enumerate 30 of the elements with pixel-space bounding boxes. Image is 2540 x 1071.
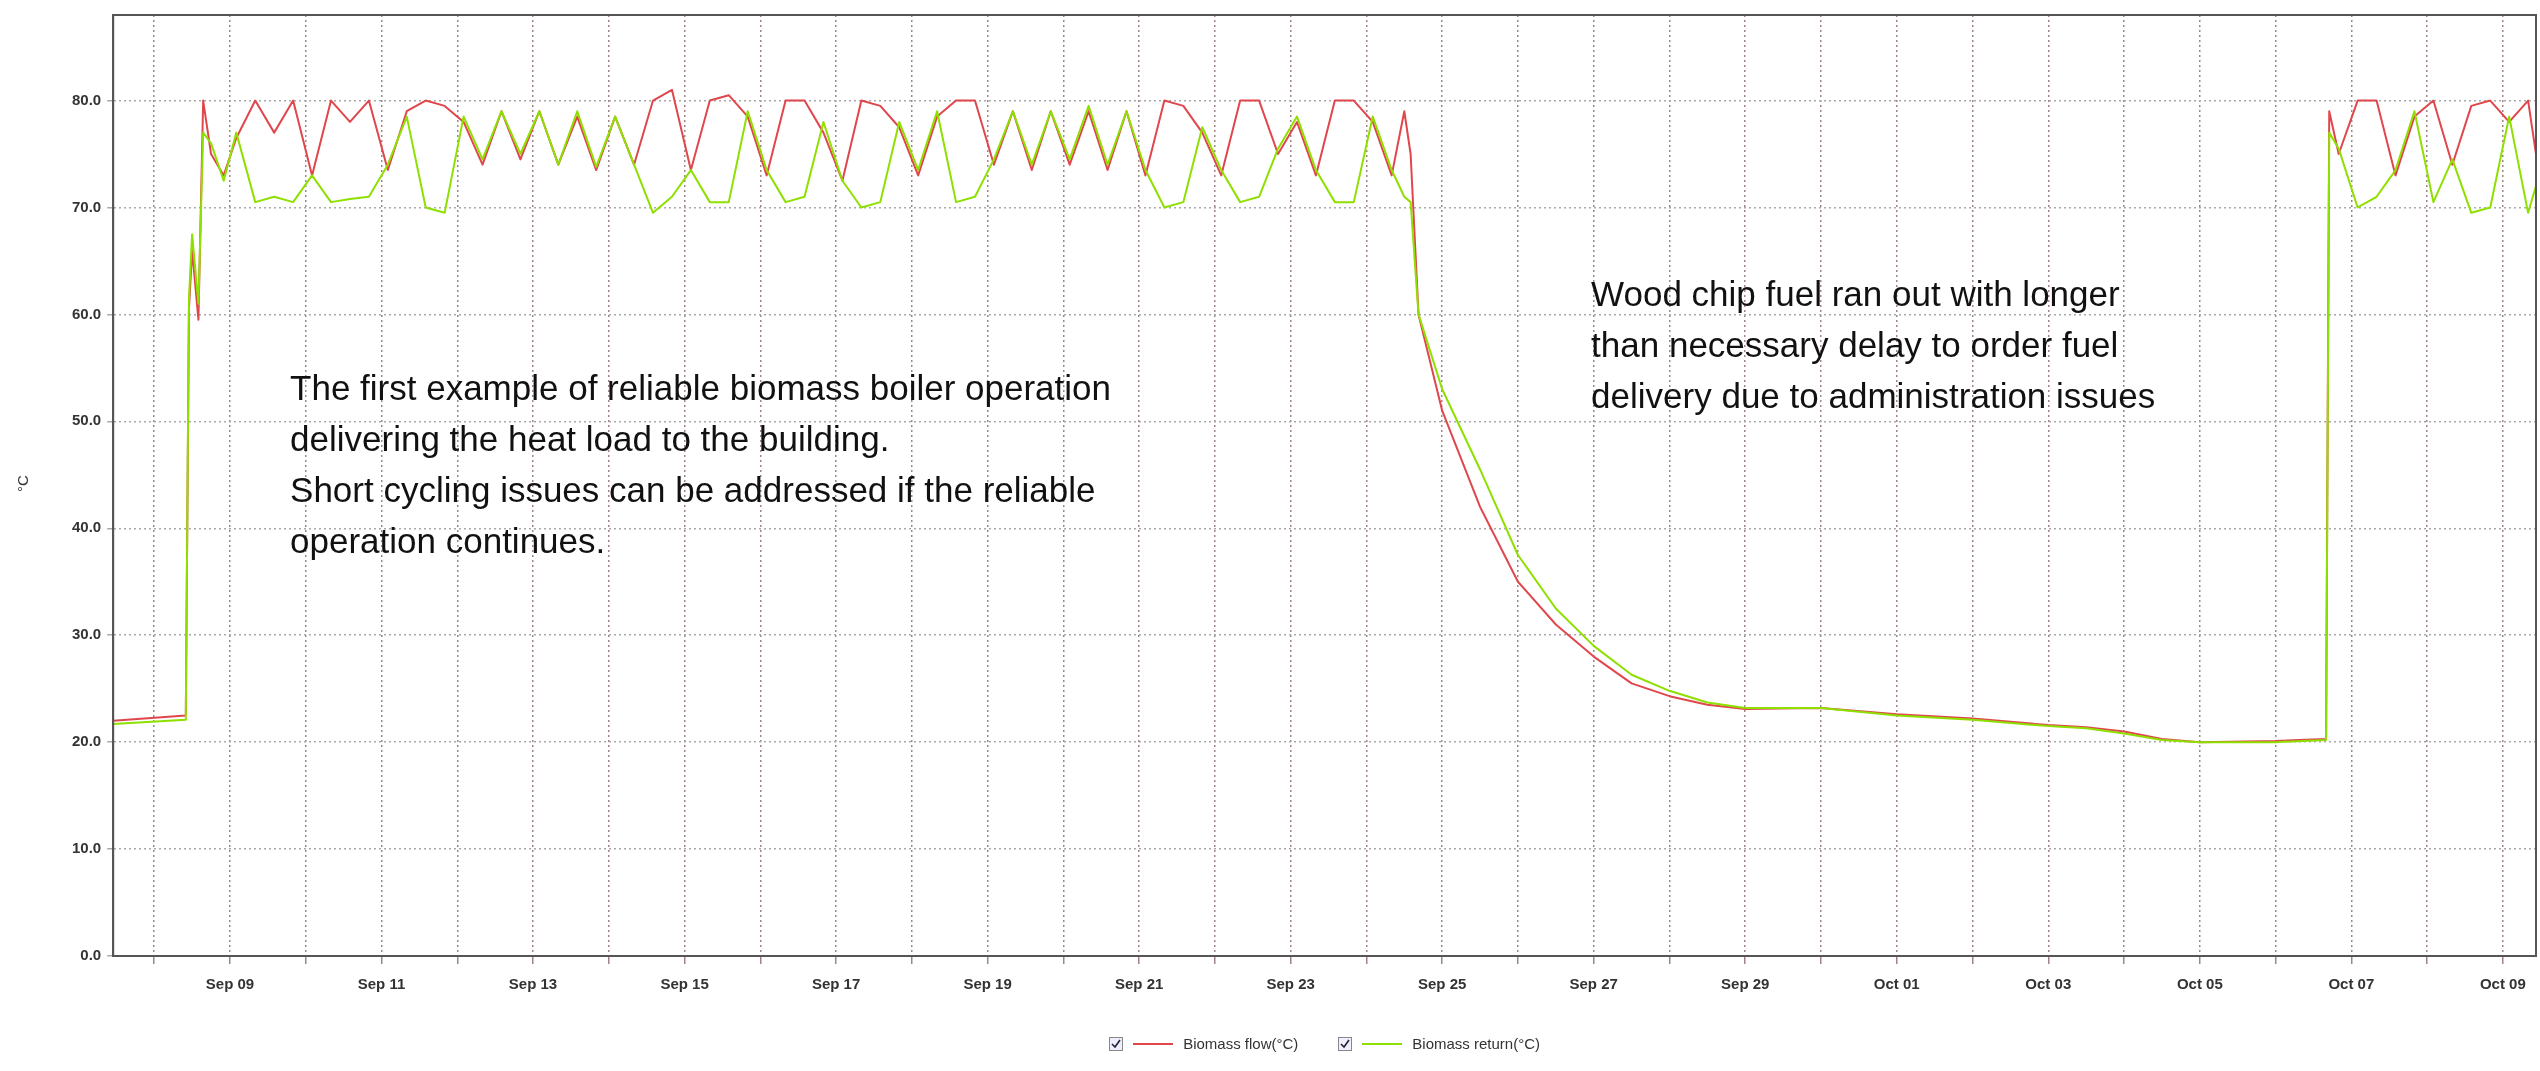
x-tick-label: Sep 27: [1569, 975, 1618, 993]
y-tick-label: 80.0: [71, 90, 102, 108]
y-axis-title: °C: [13, 475, 31, 492]
y-tick-label: 0.0: [80, 946, 102, 964]
y-tick-label: 30.0: [71, 625, 102, 643]
annotation: The first example of reliable biomass boiler operation delivering the heat load to the building. Short cycling issues can be addressed if the reliable operation continues.: [290, 367, 1112, 562]
x-tick-label: Oct 07: [2328, 975, 2375, 993]
x-tick-label: Sep 15: [660, 975, 709, 993]
x-tick-label: Sep 23: [1266, 975, 1315, 993]
x-tick-label: Sep 11: [357, 975, 406, 993]
y-tick-label: 50.0: [71, 411, 102, 429]
x-tick-label: Sep 29: [1721, 975, 1770, 993]
y-tick-label: 10.0: [71, 839, 102, 857]
x-tick-label: Oct 01: [1873, 975, 1920, 993]
x-tick-label: Oct 05: [2176, 975, 2223, 993]
legend-label: Biomass return(°C): [1412, 1035, 1541, 1052]
y-tick-label: 70.0: [71, 197, 102, 215]
y-tick-label: 20.0: [71, 732, 102, 750]
x-tick-label: Sep 19: [963, 975, 1012, 993]
y-tick-label: 60.0: [71, 304, 102, 322]
x-tick-label: Oct 03: [2025, 975, 2072, 993]
annotation: Wood chip fuel ran out with longer than necessary delay to order fuel delivery due to administration issues: [1591, 272, 2156, 417]
y-tick-label: 40.0: [71, 518, 102, 536]
x-tick-label: Oct 09: [2479, 975, 2526, 993]
x-tick-label: Sep 25: [1418, 975, 1467, 993]
x-tick-label: Sep 21: [1114, 975, 1164, 993]
x-tick-label: Sep 17: [811, 975, 861, 993]
x-tick-label: Sep 13: [508, 975, 558, 993]
x-tick-label: Sep 09: [205, 975, 255, 993]
legend-label: Biomass flow(°C): [1183, 1035, 1299, 1052]
